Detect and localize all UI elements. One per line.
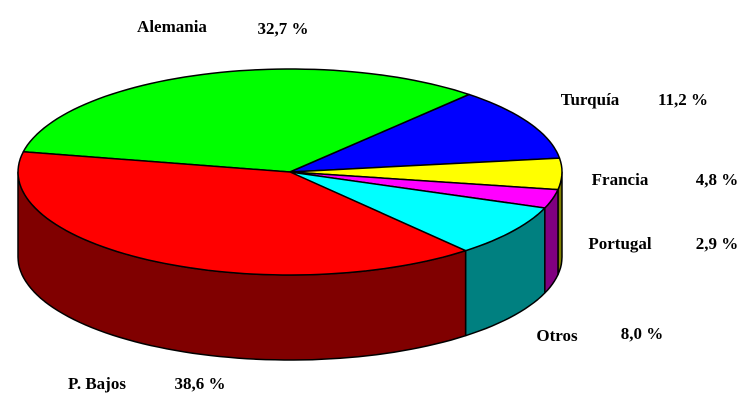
slice [22, 68, 470, 173]
slice-label: P. Bajos [68, 374, 126, 393]
value-label: 8,0 % [621, 324, 664, 343]
slice [17, 151, 467, 276]
value-label: 11,2 % [658, 90, 708, 109]
value-label: 2,9 % [696, 234, 739, 253]
slice-label: Alemania [137, 17, 207, 36]
slice-label: Francia [592, 170, 649, 189]
slice-label: Otros [536, 326, 578, 345]
slice [289, 93, 561, 173]
value-label: 38,6 % [175, 374, 226, 393]
slice [289, 157, 563, 191]
slice-label: Portugal [588, 234, 652, 253]
value-label: 4,8 % [696, 170, 739, 189]
slice-label: Turquía [561, 90, 620, 109]
slice [289, 171, 546, 252]
value-label: 32,7 % [258, 19, 309, 38]
